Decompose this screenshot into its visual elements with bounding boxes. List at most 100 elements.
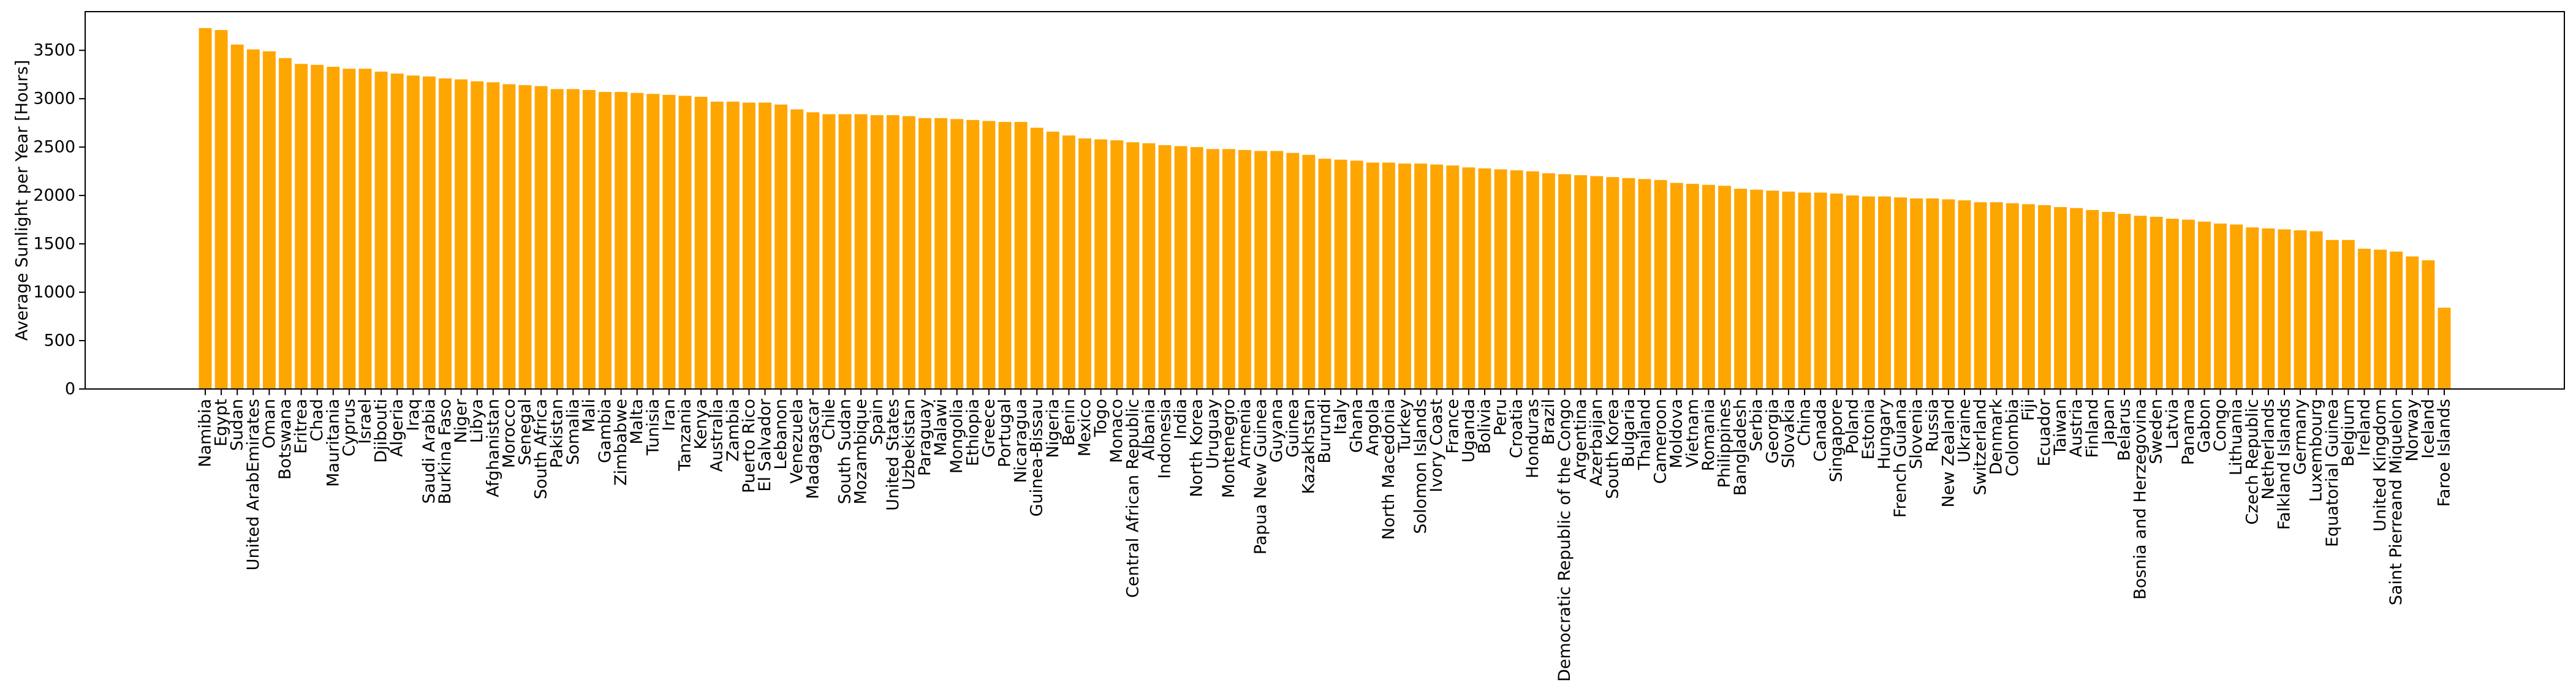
bar: [710, 101, 724, 389]
x-tick-label: Indonesia: [1156, 399, 1175, 479]
bar: [1814, 192, 1827, 389]
x-tick-label: New Zealand: [1939, 399, 1958, 507]
bar: [1334, 159, 1347, 389]
x-tick-label: Benin: [1059, 399, 1078, 446]
bar: [886, 115, 900, 389]
bar: [1222, 149, 1235, 390]
bar: [902, 116, 915, 390]
bar: [2102, 211, 2115, 389]
x-tick-label: Lebanon: [771, 399, 790, 470]
x-tick-label: Netherlands: [2259, 399, 2278, 500]
bar: [295, 64, 308, 390]
bar: [1094, 139, 1108, 389]
bar: [1126, 142, 1140, 389]
x-tick-label: Pakistan: [548, 399, 567, 468]
bar: [950, 119, 964, 390]
bar: [2038, 205, 2051, 389]
bar: [1830, 193, 1843, 389]
bar: [1910, 198, 1923, 389]
bar: [1494, 169, 1507, 389]
x-tick-label: Chile: [819, 399, 838, 440]
x-tick-label: Senegal: [516, 399, 535, 466]
x-tick-label: Denmark: [1987, 399, 2006, 475]
x-tick-label: Democratic Republic of the Congo: [1555, 399, 1574, 682]
x-tick-label: United States: [884, 399, 903, 511]
x-tick-label: Nigeria: [1044, 399, 1063, 458]
x-tick-label: Canada: [1811, 399, 1830, 462]
x-tick-label: North Korea: [1188, 399, 1207, 497]
bar: [1862, 196, 1875, 389]
bar: [518, 85, 532, 390]
bar: [2309, 231, 2323, 389]
x-tick-label: Botswana: [276, 399, 295, 480]
bar: [1622, 178, 1635, 389]
bar: [1318, 159, 1332, 389]
bar: [1366, 162, 1379, 389]
x-tick-label: Uganda: [1459, 399, 1478, 463]
bar: [982, 121, 996, 389]
bar: [631, 93, 644, 389]
x-tick-label: Germany: [2291, 399, 2310, 475]
bar: [662, 94, 676, 390]
bar: [1462, 167, 1476, 389]
x-tick-label: Bulgaria: [1619, 399, 1638, 467]
x-tick-label: Burkina Faso: [436, 399, 455, 504]
bar: [214, 30, 228, 390]
bar: [1766, 191, 1779, 389]
bar: [1254, 151, 1268, 389]
y-tick-label: 3000: [33, 89, 75, 108]
x-tick-label: Monaco: [1107, 399, 1126, 463]
bar: [2358, 248, 2371, 389]
x-tick-label: Nicaragua: [1012, 399, 1031, 483]
x-tick-label: Kenya: [692, 399, 711, 450]
bar: [1270, 151, 1284, 389]
bar: [2021, 204, 2035, 389]
x-tick-label: Bangladesh: [1731, 399, 1750, 496]
y-tick-label: 500: [44, 331, 75, 350]
x-tick-label: Estonia: [1859, 399, 1878, 459]
x-tick-label: Equatorial Guinea: [2323, 399, 2342, 547]
x-tick-label: Uzbekistan: [900, 399, 919, 490]
x-tick-label: Cameroon: [1651, 399, 1670, 484]
x-tick-label: Togo: [1091, 399, 1110, 437]
x-tick-label: Slovenia: [1907, 399, 1926, 469]
bar: [1062, 135, 1075, 389]
bar: [1590, 176, 1604, 389]
bar: [406, 75, 420, 389]
bar: [1078, 138, 1091, 389]
bar: [1894, 197, 1907, 389]
bar: [582, 89, 596, 389]
x-tick-label: Egypt: [212, 399, 231, 447]
bar: [471, 81, 484, 389]
y-tick-label: 0: [65, 380, 75, 399]
bar: [2406, 256, 2419, 389]
bar: [2294, 230, 2307, 389]
bar: [1446, 165, 1460, 389]
bar: [279, 58, 292, 390]
bar: [1302, 154, 1316, 389]
x-tick-label: Mozambique: [852, 399, 871, 504]
x-tick-label: Georgia: [1763, 399, 1782, 464]
x-tick-label: Thailand: [1635, 399, 1654, 470]
bar: [374, 71, 388, 389]
x-tick-label: Argentina: [1571, 399, 1590, 480]
bar: [2198, 221, 2211, 389]
x-tick-label: Guinea: [1283, 399, 1302, 458]
bar: [646, 94, 660, 389]
x-tick-label: Belgium: [2339, 399, 2358, 467]
bar: [2006, 203, 2019, 389]
bar: [311, 64, 324, 389]
bar: [934, 118, 948, 389]
bar: [854, 114, 868, 389]
x-tick-label: Armenia: [1235, 399, 1254, 468]
bar: [1526, 171, 1539, 389]
x-tick-label: Bosnia and Herzegovina: [2131, 399, 2150, 600]
x-tick-label: Honduras: [1523, 399, 1542, 478]
bar: [487, 82, 500, 390]
bar: [1414, 163, 1428, 389]
bar: [1558, 174, 1571, 389]
bar: [1846, 195, 1859, 389]
x-tick-label: Serbia: [1747, 399, 1766, 451]
bar: [1014, 122, 1028, 390]
x-tick-label: Mali: [580, 399, 599, 432]
